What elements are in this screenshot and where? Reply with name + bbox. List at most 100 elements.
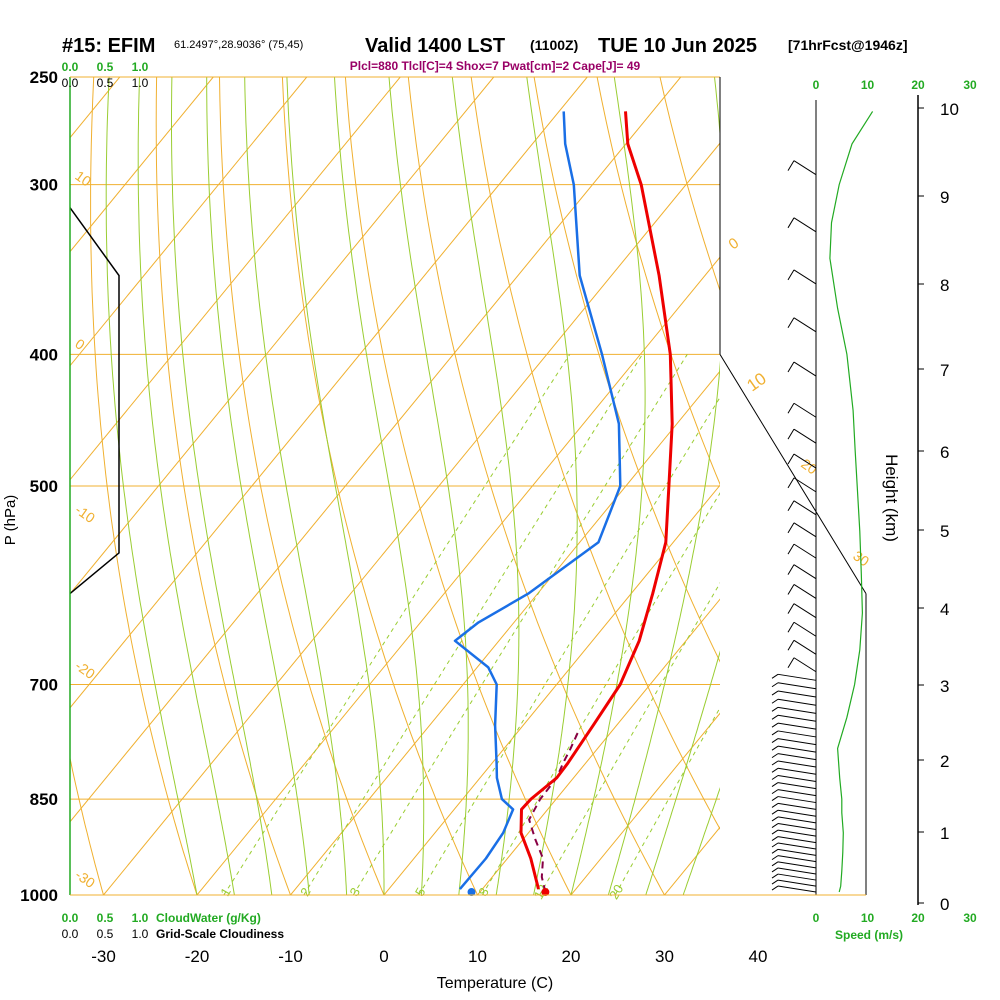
wind-barb — [777, 873, 817, 881]
indices-line: Plcl=880 Tlcl[C]=4 Shox=7 Pwat[cm]=2 Cap… — [350, 59, 641, 73]
moist-adiabat — [607, 77, 720, 895]
height-tick-label: 7 — [940, 361, 949, 380]
wind-barb-flag — [787, 317, 795, 329]
mixing-ratio-label: 1 — [217, 885, 234, 899]
pressure-tick-label: 700 — [30, 676, 58, 695]
moist-adiabat — [171, 77, 273, 895]
wind-barb-flag — [771, 829, 779, 835]
dewpoint-trace — [453, 111, 622, 890]
header-date: TUE 10 Jun 2025 — [598, 35, 757, 57]
cloudwater-tick-bottom: 1.0 — [132, 911, 149, 925]
background-grid — [70, 77, 720, 895]
wind-barb-flag — [771, 682, 779, 688]
wind-barb — [777, 842, 817, 850]
isotherm-label: -30 — [72, 866, 98, 891]
wind-barb-flag — [787, 564, 795, 575]
wind-barb-flag — [787, 402, 795, 414]
speed-tick-bottom: 30 — [963, 911, 977, 925]
wind-barb — [793, 453, 817, 469]
wind-barb-flag — [771, 760, 779, 766]
wind-barb-flag — [771, 848, 779, 854]
wind-barb — [777, 738, 817, 746]
wind-barb-flag — [771, 873, 779, 879]
isotherm-line — [70, 77, 495, 595]
dry-adiabat — [155, 77, 292, 895]
moist-adiabat — [570, 77, 646, 895]
wind-barb-flag — [771, 867, 779, 873]
dry-adiabat — [281, 77, 479, 895]
wind-barb-flag — [787, 361, 795, 373]
dry-adiabat — [470, 77, 720, 830]
temperature-tick-label: 0 — [379, 947, 388, 966]
wind-barb — [777, 767, 817, 775]
dry-adiabat — [90, 77, 198, 895]
wind-barb-flag — [787, 500, 795, 512]
wind-barb-flag — [771, 842, 779, 848]
wind-barb — [793, 361, 817, 377]
cloudwater-tick-bottom: 0.5 — [97, 911, 114, 925]
wind-barb — [777, 855, 817, 863]
wind-barb — [777, 823, 817, 831]
wind-barb-flag — [771, 789, 779, 795]
temperature-tick-label: -30 — [91, 947, 116, 966]
pressure-tick-label: 250 — [30, 68, 58, 87]
cloudiness-tick-bottom: 0.5 — [97, 927, 114, 941]
cloudiness-tick-top: 0.0 — [62, 76, 79, 90]
wind-barb — [793, 584, 817, 599]
mixing-ratio-line — [352, 354, 688, 895]
mixing-ratio-line — [303, 354, 643, 895]
wind-barb-flag — [771, 714, 779, 720]
wind-barb — [777, 796, 817, 804]
wind-barb-flag — [787, 522, 795, 534]
temperature-tick-label: 10 — [468, 947, 487, 966]
wind-barb-flag — [787, 603, 795, 614]
moist-adiabat — [206, 77, 310, 895]
mixing-ratio-label: 5 — [412, 885, 429, 899]
dry-adiabat — [659, 77, 720, 292]
wind-barb — [793, 402, 817, 418]
temperature-tick-label: -10 — [278, 947, 303, 966]
speed-tick-bottom: 10 — [861, 911, 875, 925]
wind-barb — [777, 816, 817, 824]
wind-barb-flag — [787, 584, 795, 595]
wind-barb — [777, 774, 817, 782]
speed-tick-top: 30 — [963, 78, 977, 92]
wind-barb-flag — [771, 879, 779, 885]
pressure-tick-label: 500 — [30, 477, 58, 496]
wind-barb — [793, 317, 817, 333]
wind-barb — [777, 745, 817, 753]
wind-barb — [777, 809, 817, 817]
sounding-traces — [453, 111, 674, 897]
isotherm-line — [196, 256, 720, 895]
moist-adiabat — [286, 77, 385, 895]
temperature-trace — [519, 111, 674, 890]
wind-barb-flag — [787, 453, 795, 465]
wind-barb-flag — [771, 803, 779, 808]
mixing-ratio-line — [418, 396, 720, 895]
header-valid: Valid 1400 LST — [365, 35, 505, 57]
cloudiness-tick-bottom: 1.0 — [132, 927, 149, 941]
isotherm-line — [70, 77, 214, 253]
mixing-ratio-label: 3 — [347, 885, 364, 899]
wind-barb — [777, 706, 817, 714]
mixing-ratio-line — [223, 354, 571, 895]
wind-barb — [793, 477, 817, 493]
wind-barb — [777, 698, 817, 706]
mixing-ratio-label: 20 — [606, 882, 626, 902]
wind-panel-edge — [719, 354, 867, 594]
isotherm-label: 0 — [72, 335, 88, 353]
moist-adiabat — [137, 77, 235, 895]
speed-tick-bottom: 20 — [911, 911, 925, 925]
wind-barb — [777, 730, 817, 738]
wind-barb — [793, 603, 817, 619]
wind-barb-flag — [787, 160, 795, 171]
dry-adiabat — [70, 755, 105, 895]
pressure-tick-label: 1000 — [20, 886, 58, 905]
wind-barb-flag — [787, 657, 795, 669]
wind-barb — [777, 848, 817, 856]
isotherm-line — [103, 142, 720, 895]
pressure-tick-label: 300 — [30, 176, 58, 195]
wind-speed-profile — [829, 111, 874, 893]
speed-tick-top: 10 — [861, 78, 875, 92]
